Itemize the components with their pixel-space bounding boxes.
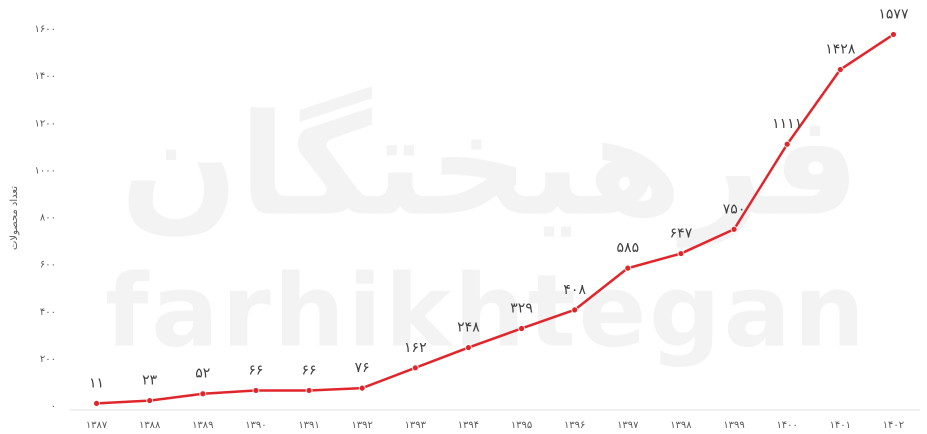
watermark: farhikhtegan xyxy=(105,252,865,369)
x-tick-label: ۱۳۸۸ xyxy=(139,420,161,431)
x-tick-label: ۱۳۹۴ xyxy=(458,420,479,431)
x-tick-label: ۱۳۹۰ xyxy=(245,420,266,431)
data-label: ۳۲۹ xyxy=(510,300,533,316)
x-tick-label: ۱۳۹۳ xyxy=(405,420,427,431)
point xyxy=(730,225,738,233)
data-label: ۱۱ xyxy=(89,375,104,391)
y-tick-label: ۰ xyxy=(51,401,56,412)
point xyxy=(783,140,791,148)
x-tick-label: ۱۳۹۱ xyxy=(298,420,319,431)
x-tick-label: ۱۳۹۲ xyxy=(351,420,372,431)
point xyxy=(836,66,844,73)
x-tick-label: ۱۳۹۷ xyxy=(617,420,639,431)
point xyxy=(146,397,154,404)
data-label: ۷۵۰ xyxy=(723,201,746,217)
y-tick-label: ۱۰۰۰ xyxy=(35,165,56,176)
data-label: ۶۴۷ xyxy=(670,226,693,242)
data-label: ۱۵۷۷ xyxy=(878,6,909,22)
x-tick-label: ۱۴۰۰ xyxy=(776,420,797,431)
data-label: ۲۳ xyxy=(142,373,158,389)
point xyxy=(358,384,366,392)
y-tick-label: ۱۴۰۰ xyxy=(35,71,56,82)
data-label: ۲۴۸ xyxy=(457,320,480,336)
x-tick-label: ۱۴۰۲ xyxy=(883,420,904,431)
point xyxy=(624,264,632,272)
point xyxy=(571,306,579,314)
point xyxy=(677,250,685,257)
y-tick-label: ۲۰۰ xyxy=(40,354,56,365)
data-label: ۵۸۵ xyxy=(617,240,640,256)
x-tick-label: ۱۳۹۹ xyxy=(723,420,744,431)
watermark: فرهیختگان xyxy=(120,85,860,248)
data-label: ۶۶ xyxy=(302,362,317,378)
point xyxy=(93,400,100,407)
point xyxy=(199,390,207,398)
data-label: ۱۶۲ xyxy=(404,340,427,356)
data-label: ۷۶ xyxy=(355,360,370,376)
data-label: ۵۲ xyxy=(195,366,210,382)
x-tick-label: ۱۴۰۱ xyxy=(830,420,851,431)
y-tick-label: ۱۶۰۰ xyxy=(35,24,56,35)
data-label: ۱۴۲۸ xyxy=(825,42,856,58)
y-tick-label: ۱۲۰۰ xyxy=(35,118,56,129)
line xyxy=(96,33,895,405)
x-tick-label: ۱۳۹۵ xyxy=(511,420,532,431)
y-axis-title: تعداد محصولات xyxy=(9,186,20,250)
data-label: ۱۱۱۱ xyxy=(772,116,802,132)
point xyxy=(465,344,472,351)
y-tick-label: ۴۰۰ xyxy=(40,307,56,318)
point xyxy=(518,325,525,332)
data-label: ۶۶ xyxy=(248,362,263,378)
point xyxy=(252,387,260,394)
y-tick-label: ۸۰۰ xyxy=(40,213,56,224)
x-tick-label: ۱۳۹۸ xyxy=(670,420,692,431)
x-tick-label: ۱۳۹۶ xyxy=(564,420,585,431)
data-label: ۴۰۸ xyxy=(563,282,586,298)
x-tick-label: ۱۳۸۷ xyxy=(86,420,108,431)
point xyxy=(411,364,419,372)
point xyxy=(305,387,313,394)
y-tick-label: ۶۰۰ xyxy=(40,260,56,271)
point xyxy=(890,31,897,38)
x-tick-label: ۱۳۸۹ xyxy=(192,420,213,431)
